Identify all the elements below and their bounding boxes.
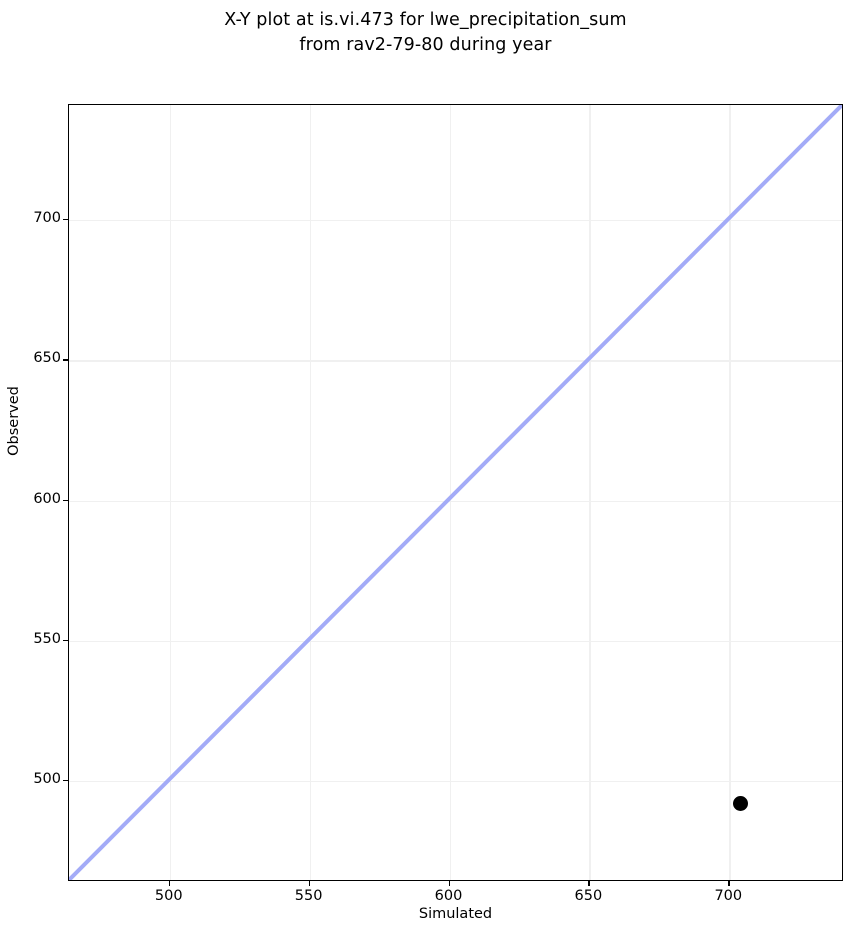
chart-title-block: X-Y plot at is.vi.473 for lwe_precipitat…: [0, 8, 851, 58]
y-axis-label: Observed: [0, 0, 28, 934]
x-tick-mark: [308, 881, 310, 886]
y-tick-label: 600: [33, 490, 61, 507]
x-tick-mark: [588, 881, 590, 886]
y-tick-label: 500: [33, 771, 61, 788]
y-tick-mark: [63, 499, 68, 501]
y-tick-mark: [63, 359, 68, 361]
y-tick-label: 550: [33, 630, 61, 647]
x-tick-label: 700: [714, 888, 743, 904]
x-tick-label: 500: [154, 888, 183, 904]
plot-area: [68, 104, 843, 881]
gridline-horizontal: [69, 781, 842, 783]
gridline-horizontal: [69, 640, 842, 643]
gridline-vertical: [589, 105, 591, 880]
x-tick-mark: [448, 881, 450, 886]
gridline-horizontal: [69, 220, 842, 222]
gridline-vertical: [449, 105, 451, 880]
y-axis-label-text: Observed: [6, 386, 23, 456]
data-point: [732, 795, 748, 811]
y-tick-mark: [63, 639, 68, 642]
y-tick-label: 700: [33, 210, 61, 226]
x-tick-label: 600: [434, 888, 463, 904]
y-tick-mark: [63, 780, 68, 782]
x-tick-label: 650: [574, 888, 603, 904]
y-tick-label: 650: [33, 350, 61, 367]
x-tick-mark: [728, 881, 730, 886]
gridline-horizontal: [69, 360, 842, 362]
reference-line-path: [69, 105, 842, 880]
chart-title-line-2: from rav2-79-80 during year: [299, 35, 552, 55]
gridline-horizontal: [69, 500, 842, 502]
x-tick-mark: [168, 881, 171, 886]
x-tick-label: 550: [294, 888, 323, 904]
y-tick-mark: [63, 219, 68, 221]
x-axis-label: Simulated: [418, 906, 493, 922]
one-to-one-reference-line: [69, 105, 842, 880]
gridline-vertical: [309, 105, 311, 880]
gridline-vertical: [169, 105, 172, 880]
plot-inner: [69, 105, 842, 880]
chart-title-line-1: X-Y plot at is.vi.473 for lwe_precipitat…: [224, 10, 627, 30]
gridline-vertical: [729, 105, 731, 880]
